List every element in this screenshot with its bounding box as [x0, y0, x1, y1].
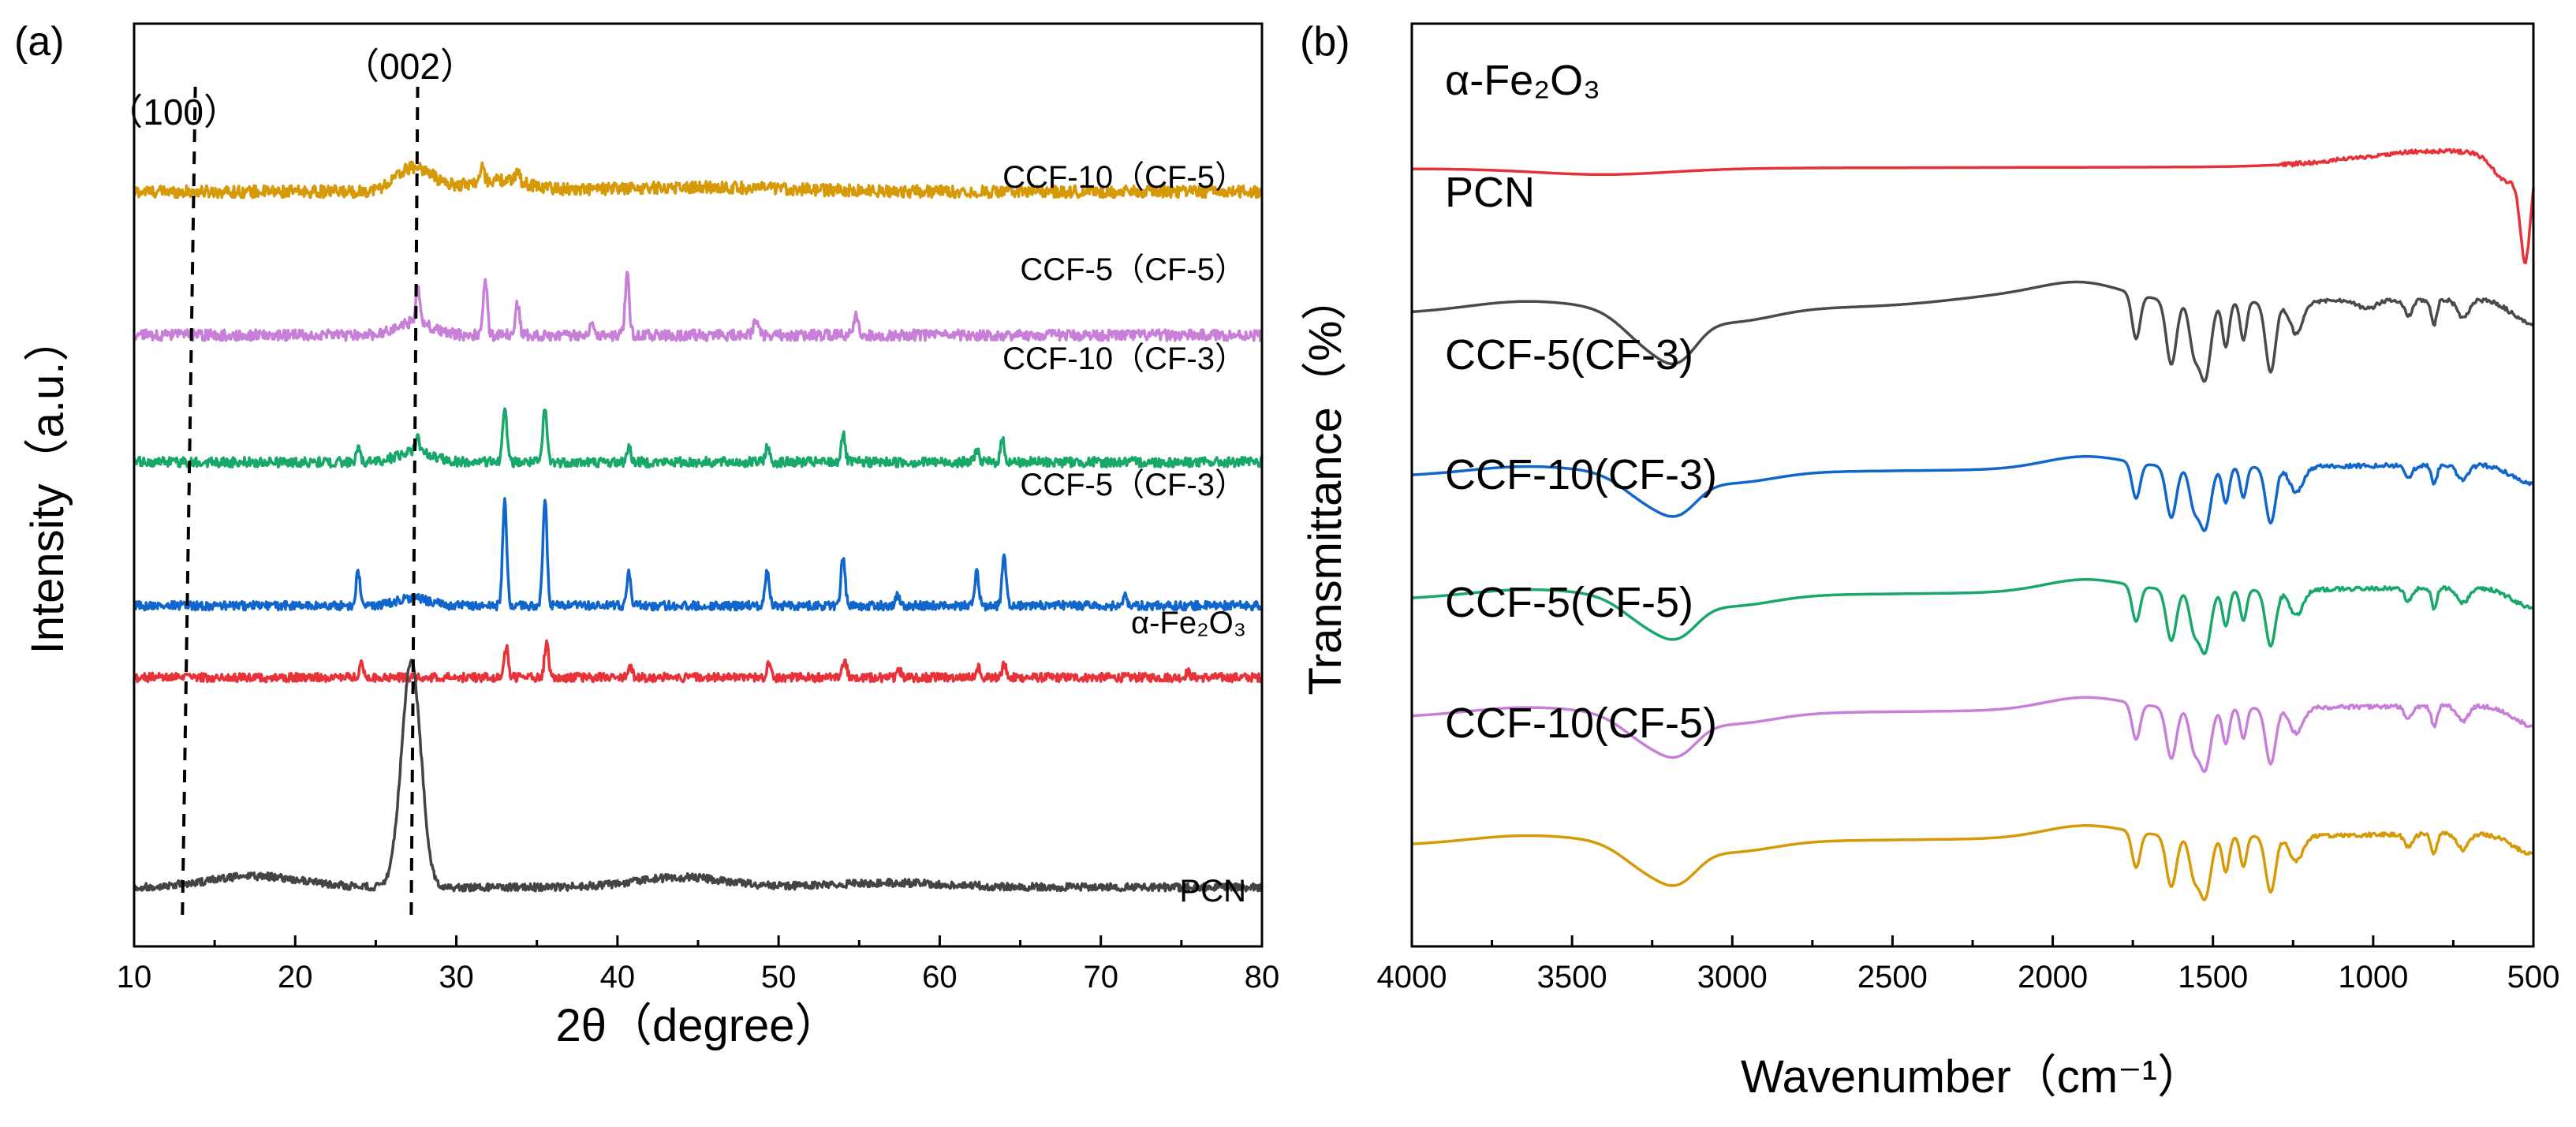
panel-b-x-axis-title: Wavenumber（cm⁻¹）: [1741, 1051, 2203, 1103]
peak-marker-line-0: [181, 86, 197, 916]
b-series-label-4: CCF-5(CF-5): [1445, 579, 1693, 626]
panel-a-peak-markers: （100） （002）: [106, 46, 476, 916]
b-tick-label-0: 4000: [1377, 960, 1447, 995]
a-series-label-1: CCF-5（CF-5）: [1020, 252, 1246, 287]
xrd-trace-2: [133, 407, 1264, 469]
b-series-label-3: CCF-10(CF-3): [1445, 451, 1717, 498]
panel-b-traces: [1411, 147, 2535, 901]
a-series-label-5: PCN: [1180, 874, 1246, 909]
b-tick-label-7: 500: [2507, 960, 2560, 995]
ftir-trace-2: [1411, 455, 2535, 532]
b-tick-label-5: 1500: [2178, 960, 2248, 995]
a-tick-label-6: 70: [1083, 960, 1118, 995]
panel-b-ftir-chart: (b) 4000 3500 3000 2500 2000 1500 1000 500 α-Fe…: [1300, 19, 2559, 1103]
panel-a-series-labels: CCF-10（CF-5） CCF-5（CF-5） CCF-10（CF-3） CCF-5…: [1002, 160, 1246, 909]
a-tick-label-0: 10: [117, 960, 152, 995]
b-series-label-1: PCN: [1445, 169, 1535, 216]
panel-b-y-axis-title: Transmittance（%）: [1300, 275, 1351, 696]
panel-b-x-ticks: 4000 3500 3000 2500 2000 1500 1000 500: [1377, 935, 2560, 995]
peak-marker-label-0: （100）: [106, 91, 240, 132]
panel-a-y-axis-title: Intensity（a.u.）: [22, 316, 73, 655]
b-tick-label-1: 3500: [1537, 960, 1607, 995]
ftir-trace-4: [1411, 696, 2534, 774]
ftir-trace-3: [1411, 578, 2535, 655]
ftir-trace-1: [1411, 280, 2535, 383]
a-series-label-4: α-Fe₂O₃: [1131, 606, 1246, 640]
panel-a-traces: [133, 160, 1264, 893]
b-series-label-5: CCF-10(CF-5): [1445, 700, 1717, 747]
xrd-trace-3: [133, 497, 1264, 612]
b-tick-label-3: 2500: [1857, 960, 1928, 995]
b-series-label-2: CCF-5(CF-3): [1445, 331, 1693, 379]
xrd-trace-1: [133, 271, 1264, 342]
peak-marker-label-1: （002）: [343, 46, 476, 87]
a-series-label-3: CCF-5（CF-3）: [1020, 468, 1246, 502]
ftir-trace-0: [1411, 147, 2535, 265]
a-series-label-0: CCF-10（CF-5）: [1002, 160, 1246, 195]
peak-marker-line-1: [409, 86, 420, 916]
a-tick-label-4: 50: [761, 960, 797, 995]
xrd-trace-5: [133, 659, 1264, 893]
panel-a-label: (a): [14, 19, 65, 65]
a-tick-label-5: 60: [922, 960, 958, 995]
panel-a-xrd-chart: (a) （100） （002） 10 20 30 40 50 60 70 80 CCF-10（C…: [14, 19, 1279, 1051]
xrd-trace-0: [133, 160, 1264, 200]
panel-a-x-ticks: 10 20 30 40 50 60 70 80: [117, 935, 1280, 995]
panel-b-series-labels: α-Fe₂O₃ PCN CCF-5(CF-3) CCF-10(CF-3) CCF-5(C…: [1445, 57, 1717, 747]
a-tick-label-2: 30: [439, 960, 474, 995]
b-tick-label-4: 2000: [2018, 960, 2088, 995]
b-series-label-0: α-Fe₂O₃: [1445, 57, 1600, 104]
a-series-label-2: CCF-10（CF-3）: [1002, 341, 1246, 376]
panel-b-label: (b): [1300, 19, 1350, 65]
ftir-trace-5: [1411, 824, 2534, 901]
a-tick-label-1: 20: [278, 960, 313, 995]
a-tick-label-7: 80: [1245, 960, 1280, 995]
b-tick-label-6: 1000: [2338, 960, 2408, 995]
b-tick-label-2: 3000: [1697, 960, 1768, 995]
panel-a-x-axis-title: 2θ（degree）: [555, 1000, 840, 1051]
a-tick-label-3: 40: [600, 960, 636, 995]
xrd-trace-4: [133, 639, 1263, 684]
